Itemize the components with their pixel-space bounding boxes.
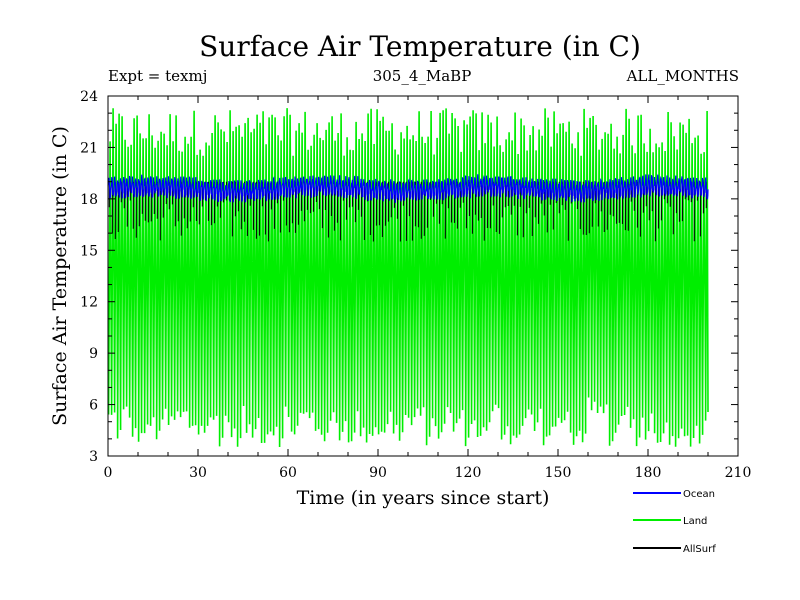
legend-label-allsurf: AllSurf [683, 544, 716, 555]
legend-label-ocean: Ocean [683, 489, 715, 500]
y-tick-label: 18 [80, 192, 98, 208]
y-tick-label: 6 [89, 398, 98, 414]
x-tick-label: 90 [369, 465, 387, 481]
x-tick-label: 150 [545, 465, 572, 481]
series-ocean-line [107, 174, 709, 203]
x-tick-label: 120 [455, 465, 482, 481]
y-tick-label: 3 [89, 449, 98, 465]
run-label: 305_4_MaBP [373, 67, 472, 85]
y-tick-label: 21 [80, 140, 98, 156]
experiment-label: Expt = texmj [108, 67, 207, 85]
chart-title: Surface Air Temperature (in C) [199, 30, 641, 63]
legend-label-land: Land [683, 516, 707, 527]
y-tick-label: 12 [80, 295, 98, 311]
y-tick-label: 15 [80, 243, 98, 259]
plot-area [107, 108, 709, 448]
y-axis-title: Surface Air Temperature (in C) [49, 126, 71, 426]
x-axis-title: Time (in years since start) [297, 487, 550, 509]
y-tick-label: 9 [89, 346, 98, 362]
x-tick-label: 0 [104, 465, 113, 481]
y-tick-label: 24 [80, 89, 98, 105]
axis-ticks: 0 30 60 90 120 150 180 210 3 6 9 12 15 18 21 24 [80, 89, 751, 481]
x-tick-label: 30 [189, 465, 207, 481]
x-tick-label: 60 [279, 465, 297, 481]
x-tick-label: 210 [725, 465, 752, 481]
series-land-line [107, 108, 709, 448]
x-tick-label: 180 [635, 465, 662, 481]
months-label: ALL_MONTHS [626, 67, 739, 85]
plot-frame [107, 95, 739, 457]
legend: Ocean Land AllSurf [633, 489, 716, 555]
